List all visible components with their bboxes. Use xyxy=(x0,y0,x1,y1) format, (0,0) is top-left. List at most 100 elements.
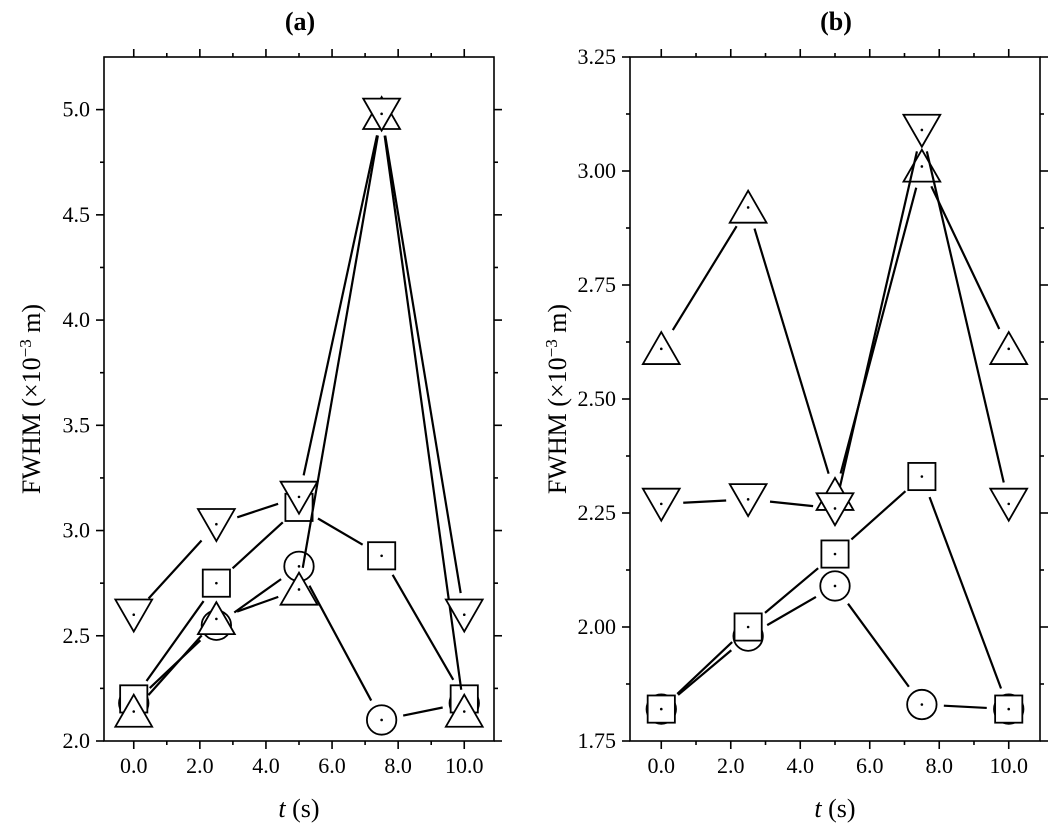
data-point-center xyxy=(1007,502,1011,506)
series-line-triangle-up xyxy=(930,185,1001,330)
data-point-center xyxy=(920,475,924,478)
x-tick-label: 0.0 xyxy=(648,753,676,778)
data-point-center xyxy=(1007,347,1011,351)
series-line-triangle-down xyxy=(147,539,203,600)
y-tick-label: 2.00 xyxy=(578,614,617,639)
series-line-square xyxy=(928,496,1003,689)
series-line-triangle-down xyxy=(925,151,1005,483)
y-tick-label: 4.5 xyxy=(63,202,91,227)
data-point-center xyxy=(462,710,466,713)
series-line-circle xyxy=(943,704,987,710)
series-line-triangle-up xyxy=(236,595,279,613)
series-line-circle xyxy=(402,706,443,717)
data-point-center xyxy=(297,565,301,568)
data-point-center xyxy=(380,718,383,722)
data-point-center xyxy=(1007,707,1011,711)
y-tick-label: 2.25 xyxy=(578,500,617,525)
series-line-square xyxy=(391,574,455,681)
series-line-circle xyxy=(677,649,732,696)
plot-frame xyxy=(629,56,1041,742)
series-line-circle xyxy=(766,596,817,627)
data-point-center xyxy=(833,552,837,556)
x-tick-label: 4.0 xyxy=(787,753,815,778)
data-point-center xyxy=(833,507,837,510)
data-point-center xyxy=(659,502,663,506)
y-tick-label: 2.0 xyxy=(63,728,91,753)
x-tick-label: 6.0 xyxy=(318,753,346,778)
x-tick-label: 0.0 xyxy=(120,753,148,778)
data-point-center xyxy=(462,613,466,617)
data-point-center xyxy=(920,165,924,168)
data-point-center xyxy=(132,710,136,713)
series-line-triangle-down xyxy=(384,135,462,594)
data-point-center xyxy=(833,584,837,588)
y-axis-unit: m) xyxy=(17,304,46,339)
y-axis-unit: m) xyxy=(543,304,572,339)
x-tick-label: 8.0 xyxy=(925,753,953,778)
chart-panel-a: (a) 0.0 2.0 4.0 6.0 8.0 10.0 2.0 2.5 3.0 3.5 4.0 4.5… xyxy=(16,7,502,823)
y-tick-label: 4.0 xyxy=(63,307,91,332)
series-line-triangle-down xyxy=(769,500,814,508)
chart-panel-b: (b) 0.0 2.0 4.0 6.0 8.0 10.0 1.75 2.00 2.25 2.50 2.… xyxy=(542,7,1048,823)
y-axis-title: FWHM (×10−3 m) xyxy=(542,304,573,494)
y-axis-title: FWHM (×10−3 m) xyxy=(16,304,47,494)
x-tick-label: 10.0 xyxy=(445,753,484,778)
panel-title: (a) xyxy=(285,7,315,36)
y-tick-label: 3.0 xyxy=(63,518,91,543)
data-point-center xyxy=(215,617,218,621)
series-line-triangle-up xyxy=(301,135,379,568)
y-tick-label: 3.00 xyxy=(578,158,617,183)
series-line-triangle-down xyxy=(838,151,919,488)
y-tick-label: 5.0 xyxy=(63,97,91,122)
x-tick-label: 2.0 xyxy=(186,753,214,778)
data-point-center xyxy=(920,703,924,706)
series-line-triangle-up xyxy=(383,135,463,690)
series-line-circle xyxy=(308,585,373,702)
series-line-square xyxy=(231,521,284,570)
data-point-center xyxy=(215,522,218,526)
data-point-center xyxy=(380,554,383,558)
panel-title: (b) xyxy=(820,7,852,36)
x-axis-variable: t xyxy=(278,794,286,823)
y-axis-label: FWHM (×10 xyxy=(543,357,572,494)
data-point-center xyxy=(659,707,663,711)
data-point-center xyxy=(746,498,750,501)
data-point-square xyxy=(733,612,763,642)
series-line-triangle-down xyxy=(683,499,727,504)
data-point-square xyxy=(646,694,676,724)
series-line-square xyxy=(317,517,364,546)
y-axis-exponent: −3 xyxy=(542,339,561,357)
x-tick-label: 8.0 xyxy=(384,753,412,778)
data-point-center xyxy=(746,206,750,209)
y-tick-label: 1.75 xyxy=(578,728,617,753)
data-point-center xyxy=(297,495,301,499)
series-line-square xyxy=(145,600,205,682)
data-point-center xyxy=(215,581,218,585)
series-line-square xyxy=(764,567,819,614)
y-tick-label: 3.25 xyxy=(578,44,617,69)
data-point-center xyxy=(659,347,663,351)
x-axis-title: t (s) xyxy=(278,794,319,823)
x-tick-label: 6.0 xyxy=(856,753,884,778)
x-tick-label: 10.0 xyxy=(989,753,1028,778)
x-axis-unit: (s) xyxy=(286,794,320,823)
data-point-center xyxy=(920,128,924,132)
x-axis-variable: t xyxy=(814,794,822,823)
series-line-square xyxy=(676,641,733,695)
series-line-circle xyxy=(233,578,282,614)
y-axis-label: FWHM (×10 xyxy=(17,357,46,494)
data-point-center xyxy=(132,613,136,617)
x-axis-title: t (s) xyxy=(814,794,855,823)
x-axis-unit: (s) xyxy=(822,794,856,823)
data-point-center xyxy=(746,625,750,629)
y-tick-label: 2.50 xyxy=(578,386,617,411)
series-line-triangle-up xyxy=(753,228,830,475)
y-tick-label: 3.5 xyxy=(63,412,91,437)
y-axis-exponent: −3 xyxy=(16,339,35,357)
series-line-square xyxy=(850,490,907,541)
y-tick-label: 2.5 xyxy=(63,623,91,648)
data-point-center xyxy=(297,588,301,591)
series-line-circle xyxy=(847,603,910,688)
series-line-triangle-down xyxy=(302,135,379,476)
data-point-center xyxy=(380,112,383,116)
